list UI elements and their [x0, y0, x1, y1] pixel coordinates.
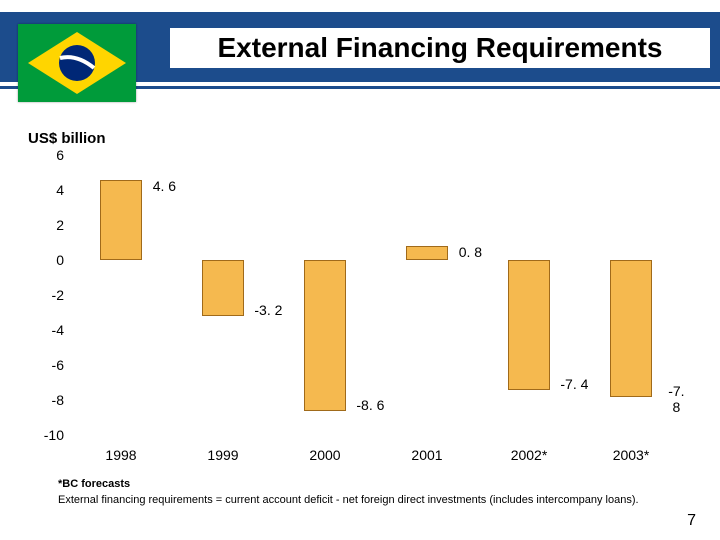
bar-value-label: -7. 8 [668, 383, 684, 415]
footnote-bc: *BC forecasts [58, 478, 130, 490]
x-tick-label: 2002* [511, 447, 548, 463]
bar [202, 260, 245, 316]
bar [406, 246, 449, 260]
bar-value-label: 0. 8 [459, 244, 482, 260]
bar-value-label: -8. 6 [356, 397, 384, 413]
y-tick-label: 6 [30, 147, 64, 163]
x-tick-label: 2003* [613, 447, 650, 463]
x-tick-label: 1999 [207, 447, 238, 463]
y-tick-label: -4 [30, 322, 64, 338]
page-title: External Financing Requirements [170, 28, 710, 68]
bar-value-label: 4. 6 [153, 178, 176, 194]
y-axis-unit-label: US$ billion [28, 130, 106, 147]
x-tick-label: 1998 [105, 447, 136, 463]
y-tick-label: -8 [30, 392, 64, 408]
bar [508, 260, 551, 390]
bar [610, 260, 653, 397]
y-tick-label: 4 [30, 182, 64, 198]
y-tick-label: -10 [30, 427, 64, 443]
y-tick-label: 0 [30, 252, 64, 268]
bar-chart: 6420-2-4-6-8-104. 61998-3. 21999-8. 6200… [70, 155, 682, 435]
bar-value-label: -3. 2 [254, 302, 282, 318]
y-tick-label: -2 [30, 287, 64, 303]
bar [100, 180, 143, 261]
x-tick-label: 2000 [309, 447, 340, 463]
y-tick-label: -6 [30, 357, 64, 373]
brazil-flag-icon [18, 24, 136, 102]
footnote-definition: External financing requirements = curren… [58, 494, 639, 506]
bar-value-label: -7. 4 [560, 376, 588, 392]
x-tick-label: 2001 [411, 447, 442, 463]
page-number: 7 [687, 512, 696, 530]
y-tick-label: 2 [30, 217, 64, 233]
bar [304, 260, 347, 411]
